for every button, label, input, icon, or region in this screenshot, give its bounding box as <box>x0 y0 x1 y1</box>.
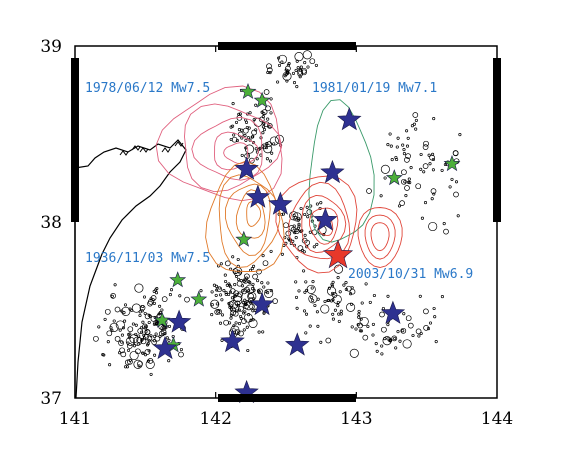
lon-tick-label: 142 <box>199 409 231 429</box>
lat-tick-label: 39 <box>40 37 62 57</box>
green-star-marker <box>443 155 461 172</box>
map-frame <box>71 42 501 402</box>
blue-star-marker <box>284 332 310 356</box>
green-star-marker <box>190 290 208 307</box>
green-star-marker <box>385 169 403 186</box>
map-background <box>70 42 502 402</box>
blue-star-marker <box>249 291 275 316</box>
blue-star-marker <box>166 309 192 333</box>
red-star-marker <box>322 239 354 269</box>
blue-star-marker <box>234 156 259 180</box>
blue-star-marker <box>245 184 271 208</box>
green-star-marker <box>235 230 253 247</box>
event-labels: 1978/06/12 Mw7.5 1981/01/19 Mw7.1 1936/11/… <box>85 81 473 282</box>
green-star-marker <box>169 271 187 288</box>
event-stars <box>152 82 461 404</box>
green-star-marker <box>153 311 171 328</box>
blue-star-marker <box>380 300 406 324</box>
axis-ticks: 141 142 143 144 37 38 39 <box>40 37 513 429</box>
lon-tick-label: 143 <box>340 409 372 429</box>
blue-star-marker <box>220 328 245 353</box>
blue-star-marker <box>268 191 293 215</box>
green-star-marker <box>165 336 182 353</box>
blue-star-marker <box>337 107 362 131</box>
green-star-marker <box>239 82 257 99</box>
blue-star-marker <box>152 335 178 360</box>
blue-star-marker <box>313 207 338 231</box>
event-label: 2003/10/31 Mw6.9 <box>348 267 473 282</box>
event-label: 1981/01/19 Mw7.1 <box>312 81 437 96</box>
lat-tick-label: 38 <box>40 213 62 233</box>
lon-tick-label: 141 <box>59 409 91 429</box>
lat-tick-label: 37 <box>40 389 62 409</box>
event-label: 1936/11/03 Mw7.5 <box>85 251 210 266</box>
blue-star-marker <box>320 159 345 184</box>
lon-tick-label: 144 <box>481 409 513 429</box>
green-star-marker <box>253 91 271 108</box>
event-label: 1978/06/12 Mw7.5 <box>85 81 210 96</box>
